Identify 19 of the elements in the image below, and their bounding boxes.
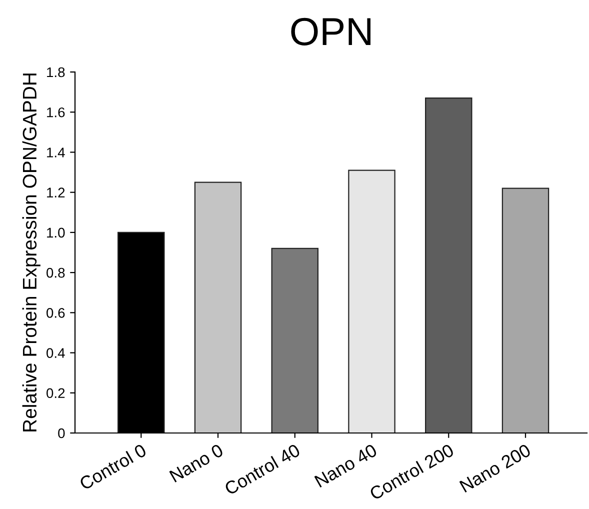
y-tick-label: 0 xyxy=(58,428,65,438)
y-tick-label: 1.4 xyxy=(47,148,65,158)
bar xyxy=(348,170,396,433)
y-tick-label: 1.2 xyxy=(47,188,65,198)
y-tick-label: 1.8 xyxy=(47,67,65,78)
bar xyxy=(502,188,550,433)
y-tick-label: 0.8 xyxy=(46,268,65,278)
y-tick-label: 1.6 xyxy=(47,107,65,118)
bar xyxy=(271,248,318,433)
bar xyxy=(425,98,472,433)
bar xyxy=(194,182,242,433)
y-tick-label: 0.2 xyxy=(46,388,65,398)
x-tick-label: Nano 0 xyxy=(169,443,224,483)
y-tick-label: 1.0 xyxy=(47,228,65,238)
x-tick-label: Nano 200 xyxy=(459,443,532,493)
y-tick-label: 0.4 xyxy=(46,348,65,358)
y-tick-label: 0.6 xyxy=(46,308,65,318)
chart-title: OPN xyxy=(291,18,370,46)
y-axis-title: Relative Protein Expression OPN/GAPDH xyxy=(22,74,40,432)
